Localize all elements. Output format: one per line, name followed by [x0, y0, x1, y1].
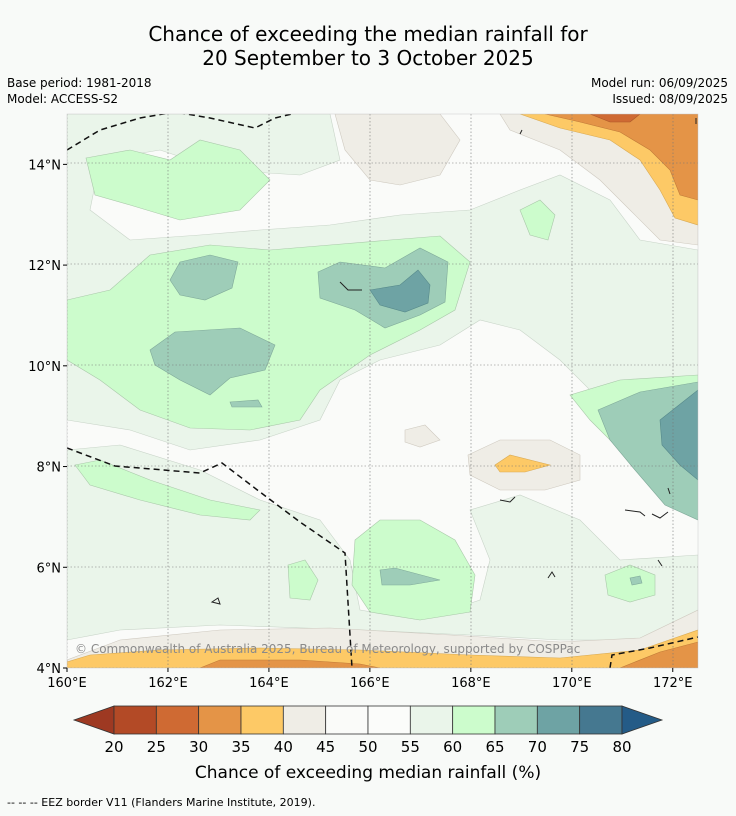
copyright-text: © Commonwealth of Australia 2025, Bureau… — [75, 642, 580, 656]
eez-border-se — [609, 636, 698, 668]
colorbar-tick-label: 25 — [147, 738, 166, 756]
region-25-30-ne — [589, 114, 641, 123]
eez-border-north — [67, 114, 295, 151]
rainfall-map: © Commonwealth of Australia 2025, Bureau… — [67, 114, 698, 668]
colorbar-tick-label: 35 — [231, 738, 250, 756]
region-65-70-g — [629, 575, 643, 586]
eez-border-west — [67, 447, 353, 668]
colorbar-swatch — [155, 705, 200, 735]
lat-tick-label: 10°N — [28, 360, 61, 375]
colorbar-swatch — [494, 705, 538, 735]
island — [339, 281, 362, 291]
map-figure: © Commonwealth of Australia 2025, Bureau… — [28, 113, 699, 783]
colorbar-tick-label: 30 — [189, 738, 208, 756]
lon-tick-label: 160°E — [47, 676, 87, 691]
region-35-40-south — [67, 629, 698, 668]
colorbar-over-arrow — [621, 705, 664, 735]
islands — [210, 118, 697, 605]
lon-tick-label: 172°E — [653, 676, 693, 691]
island — [210, 597, 221, 605]
colorbar-title: Chance of exceeding median rainfall (%) — [195, 763, 541, 783]
colorbar-swatch — [367, 705, 411, 735]
lon-tick-label: 168°E — [451, 676, 491, 691]
island — [651, 511, 669, 519]
issued-date: Issued: 08/09/2025 — [612, 92, 728, 106]
colorbar-swatch — [240, 705, 284, 735]
colorbar-tick-label: 45 — [316, 738, 335, 756]
colorbar-tick-label: 40 — [274, 738, 293, 756]
title-line-2: 20 September to 3 October 2025 — [202, 46, 534, 70]
lon-tick-label: 170°E — [552, 676, 592, 691]
longitude-ticks: 160°E 162°E 164°E 166°E 168°E 170°E 172°E — [47, 668, 693, 691]
island — [499, 496, 516, 503]
colorbar-swatch — [282, 705, 327, 735]
island — [657, 559, 663, 567]
colorbar-swatch — [198, 705, 242, 735]
island — [667, 487, 671, 495]
lat-tick-label: 6°N — [37, 561, 62, 576]
lat-tick-label: 12°N — [28, 259, 61, 274]
lat-tick-label: 8°N — [37, 461, 62, 476]
lat-tick-label: 4°N — [37, 662, 62, 677]
colorbar-tick-label: 20 — [104, 738, 123, 756]
colorbar-tick-label: 60 — [443, 738, 462, 756]
region-70-75-a — [369, 269, 431, 313]
colorbar-swatch — [113, 705, 157, 735]
region-40-45-small — [404, 424, 441, 448]
region-30-35-south — [199, 641, 698, 668]
map-frame — [66, 113, 699, 669]
colorbar-swatch — [579, 705, 623, 735]
colorbar-swatch — [409, 705, 454, 735]
colorbar-swatch — [536, 705, 581, 735]
model-name: Model: ACCESS-S2 — [7, 92, 119, 106]
region-65-70-f — [229, 399, 263, 408]
colorbar-tick-label: 80 — [612, 738, 631, 756]
region-35-40-center — [494, 454, 552, 473]
region-60-65-north — [85, 139, 271, 221]
region-60-65-smallN — [519, 199, 556, 241]
colorbar-swatch — [325, 705, 369, 735]
chart-title: Chance of exceeding the median rainfall … — [0, 22, 736, 70]
colorbar-under-arrow — [72, 705, 115, 735]
colorbar-tick-label: 50 — [358, 738, 377, 756]
latitude-ticks: 4°N 6°N 8°N 10°N 12°N 14°N — [28, 158, 67, 677]
region-60-65-se — [604, 564, 656, 603]
colorbar-tick-label: 65 — [485, 738, 504, 756]
colorbar-tick-label: 70 — [528, 738, 547, 756]
lon-tick-label: 164°E — [249, 676, 289, 691]
region-40-45-north — [334, 114, 461, 186]
lon-tick-label: 166°E — [350, 676, 390, 691]
meta-right: Model run: 06/09/2025 Issued: 08/09/2025 — [591, 75, 728, 107]
eez-footnote: -- -- -- EEZ border V11 (Flanders Marine… — [7, 796, 316, 809]
colorbar-tick-label: 75 — [570, 738, 589, 756]
eez-borders — [67, 114, 698, 668]
gridlines — [67, 114, 698, 668]
region-60-65-smallS — [287, 559, 319, 601]
island — [547, 571, 556, 579]
region-65-70-e — [379, 567, 441, 586]
colorbar: 20 25 30 35 40 45 50 55 60 65 70 75 80 — [72, 705, 664, 756]
island — [519, 129, 523, 135]
region-70-75-b — [659, 389, 698, 481]
island — [624, 509, 646, 517]
meta-left: Base period: 1981-2018 Model: ACCESS-S2 — [7, 75, 152, 107]
region-60-65-south — [351, 519, 476, 621]
region-65-70-b — [149, 327, 276, 396]
region-30-35-ne — [544, 114, 698, 201]
region-60-65-lowerleft — [74, 459, 261, 521]
lat-tick-label: 14°N — [28, 158, 61, 173]
base-period: Base period: 1981-2018 — [7, 76, 152, 90]
colorbar-tick-label: 55 — [401, 738, 420, 756]
region-65-70-a — [169, 254, 239, 301]
lon-tick-label: 162°E — [148, 676, 188, 691]
model-run: Model run: 06/09/2025 — [590, 76, 728, 90]
title-line-1: Chance of exceeding the median rainfall … — [148, 22, 588, 46]
colorbar-swatch — [452, 705, 496, 735]
